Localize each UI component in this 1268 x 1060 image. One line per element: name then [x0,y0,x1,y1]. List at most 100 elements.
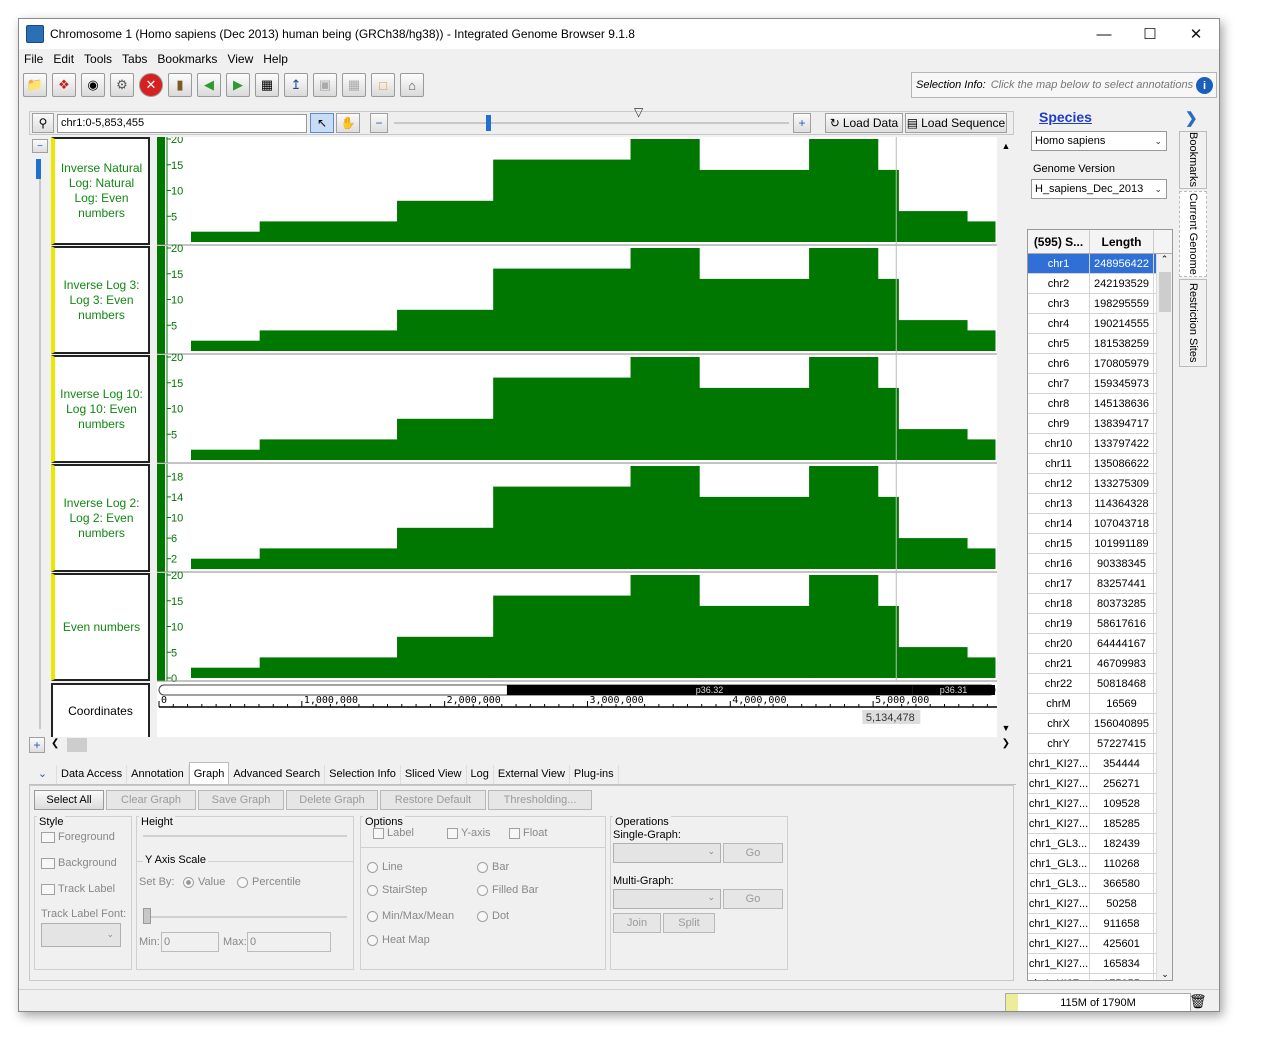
y-axis-slider-thumb[interactable] [143,908,151,924]
table-row[interactable]: chr11 135086622 [1028,454,1172,474]
graph-bar[interactable] [493,486,632,569]
graph-bar[interactable] [397,309,494,351]
background-option[interactable]: Background [41,857,117,869]
graph-bar[interactable] [493,595,632,678]
graph-bar[interactable] [699,387,810,460]
film-icon[interactable]: ▦ [255,73,279,97]
graph-bar[interactable] [191,231,261,242]
graph-bar[interactable] [191,558,261,569]
bar-radio[interactable]: Bar [477,861,509,873]
graph-bar[interactable] [630,466,700,569]
menu-tabs[interactable]: Tabs [122,52,148,66]
table-row[interactable]: chrM 16569 [1028,694,1172,714]
graph-bar[interactable] [699,169,810,242]
table-row[interactable]: chr1_GL3... 182439 [1028,834,1172,854]
table-row[interactable]: chr13 114364328 [1028,494,1172,514]
float-checkbox[interactable]: Float [509,827,547,839]
graph-bar[interactable] [898,538,968,569]
table-row[interactable]: chr1_KI27... 165834 [1028,954,1172,974]
home-icon[interactable]: ⌂ [400,73,424,97]
multi-go-button[interactable]: Go [723,889,783,909]
hand-icon[interactable]: ✋ [336,113,360,133]
graph-bar[interactable] [259,439,398,460]
table-row[interactable]: chr1_GL3... 110268 [1028,854,1172,874]
dna-icon[interactable]: ❖ [52,73,76,97]
graph-bar[interactable] [630,139,700,242]
graph-bar[interactable] [809,248,879,351]
chromosome-table-scrollbar[interactable]: ⌃ ⌄ [1156,254,1172,980]
graph-bar[interactable] [493,159,632,242]
graph-bar[interactable] [809,466,879,569]
table-row[interactable]: chr15 101991189 [1028,534,1172,554]
split-button[interactable]: Split [663,913,715,933]
heat-map-radio[interactable]: Heat Map [367,934,430,946]
graph-bar[interactable] [967,221,996,242]
line-radio[interactable]: Line [367,861,403,873]
track-label[interactable]: Even numbers [51,573,150,681]
tab-restriction-sites[interactable]: Restriction Sites [1179,279,1207,367]
load-data-button[interactable]: ↻ Load Data [825,113,903,133]
graph-bar[interactable] [397,527,494,569]
min-input[interactable]: 0 [161,932,219,952]
table-row[interactable]: chr1_KI27... 425601 [1028,934,1172,954]
table-row[interactable]: chr17 83257441 [1028,574,1172,594]
upload-icon[interactable]: ↥ [284,73,308,97]
graph-bar[interactable] [967,439,996,460]
single-go-button[interactable]: Go [723,843,783,863]
y-axis-checkbox[interactable]: Y-axis [447,827,491,839]
max-input[interactable]: 0 [247,932,331,952]
graph-bar[interactable] [397,200,494,242]
table-row[interactable]: chr1_KI27... 109528 [1028,794,1172,814]
track-label[interactable]: Inverse Natural Log: Natural Log: Even n… [51,137,150,245]
graph-bar[interactable] [898,211,968,242]
zoom-slider[interactable]: ▽ [394,105,789,133]
stop-icon[interactable]: ✕ [139,73,163,97]
table-row[interactable]: chr22 50818468 [1028,674,1172,694]
table-row[interactable]: chr1_GL3... 366580 [1028,874,1172,894]
tab-plug-ins[interactable]: Plug-ins [570,765,619,784]
location-input[interactable]: chr1:0-5,853,455 [57,113,307,133]
track-label[interactable]: Inverse Log 10: Log 10: Even numbers [51,355,150,463]
table-row[interactable]: chrY 57227415 [1028,734,1172,754]
graph-bar[interactable] [967,657,996,678]
sequence-column-header[interactable]: (595) S... [1028,230,1090,253]
maximize-icon[interactable]: ☐ [1143,26,1157,43]
species-select[interactable]: Homo sapiens ⌄ [1031,131,1167,151]
graph-bar[interactable] [397,636,494,678]
graph-bar[interactable] [877,605,899,678]
table-row[interactable]: chr1_KI27...175055 [1028,974,1172,980]
graph-bar[interactable] [877,496,899,569]
graph-bar[interactable] [259,330,398,351]
table-row[interactable]: chr16 90338345 [1028,554,1172,574]
scroll-down-icon[interactable]: ▼ [1001,723,1011,733]
table-row[interactable]: chr5 181538259 [1028,334,1172,354]
table-row[interactable]: chr6 170805979 [1028,354,1172,374]
graph-bar[interactable] [699,605,810,678]
graph-bar[interactable] [630,357,700,460]
minimize-icon[interactable]: — [1096,25,1112,43]
table-row[interactable]: chr8 145138636 [1028,394,1172,414]
table-row[interactable]: chr1_KI27... 50258 [1028,894,1172,914]
species-title[interactable]: Species [1039,109,1092,125]
chromosome-table-scroll-thumb[interactable] [1159,272,1171,312]
table-row[interactable]: chr19 58617616 [1028,614,1172,634]
tab-graph[interactable]: Graph [188,762,230,784]
graph-bar[interactable] [967,330,996,351]
close-icon[interactable]: ✕ [1189,26,1203,43]
trash-icon[interactable]: 🗑 [1189,993,1207,1009]
graph-bar[interactable] [191,667,261,678]
back-arrow-icon[interactable]: ◀ [197,73,221,97]
zoom-out-icon[interactable]: − [370,113,388,133]
table-row[interactable]: chr1_KI27... 354444 [1028,754,1172,774]
multi-graph-select[interactable]: ⌄ [613,889,721,909]
table-row[interactable]: chrX 156040895 [1028,714,1172,734]
graph-bar[interactable] [898,429,968,460]
stairstep-radio[interactable]: StairStep [367,884,427,896]
cytoband[interactable] [912,685,995,695]
tab-current-genome[interactable]: Current Genome [1179,191,1207,277]
table-row[interactable]: chr12 133275309 [1028,474,1172,494]
track-label-option[interactable]: Track Label [41,883,115,895]
select-all-button[interactable]: Select All [34,790,104,810]
table-row[interactable]: chr7 159345973 [1028,374,1172,394]
menu-file[interactable]: File [24,52,44,66]
